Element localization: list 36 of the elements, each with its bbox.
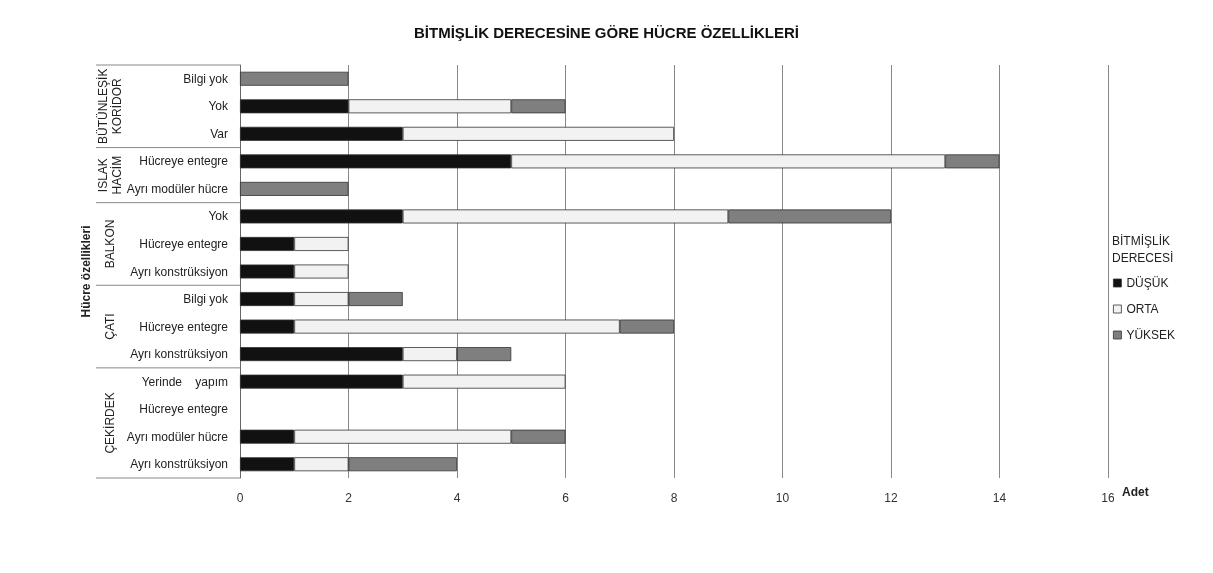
text: ISLAK HACİM: [96, 155, 124, 195]
y-tick-label: Yok: [208, 209, 229, 224]
y-tick-label: Ayrı konstrüksiyon: [130, 347, 228, 362]
text: ÇEKİRDEK: [103, 392, 117, 454]
y-tick-label: Yok: [208, 99, 229, 114]
x-tick-label: 6: [562, 491, 570, 505]
y-tick-label: Bilgi yok: [183, 71, 229, 86]
legend-label: DÜŞÜK: [1126, 276, 1169, 290]
legend-label: YÜKSEK: [1126, 328, 1176, 342]
x-tick-label: 14: [992, 491, 1007, 505]
text: BALKON: [103, 219, 117, 269]
y-axis-title: Hücre özellikleri: [79, 225, 93, 318]
text: BÜTÜNLEŞİK KORİDOR: [96, 68, 124, 144]
x-tick-label: 2: [345, 491, 353, 505]
y-tick-label: Hücreye entegre: [139, 236, 229, 251]
y-tick-label: Ayrı konstrüksiyon: [130, 457, 228, 472]
x-tick-label: 10: [775, 491, 790, 505]
y-tick-label: Yerinde yapım: [141, 374, 228, 389]
x-axis-title: Adet: [1122, 485, 1149, 499]
y-tick-label: Ayrı konstrüksiyon: [130, 264, 228, 279]
x-tick-label: 4: [453, 491, 461, 505]
x-tick-label: 8: [670, 491, 678, 505]
y-tick-label: Hücreye entegre: [139, 402, 229, 417]
legend-title: BİTMİŞLİK DERECESİ: [1112, 233, 1174, 265]
x-tick-label: 12: [884, 491, 898, 505]
legend-label: ORTA: [1126, 302, 1159, 316]
x-tick-label: 16: [1101, 491, 1115, 505]
y-tick-label: Var: [210, 126, 228, 141]
x-tick-label: 0: [236, 491, 244, 505]
y-tick-label: Bilgi yok: [183, 292, 229, 307]
y-tick-label: Hücreye entegre: [139, 154, 229, 169]
chart-title: BİTMİŞLİK DERECESİNE GÖRE HÜCRE ÖZELLİKLERİ: [413, 24, 800, 41]
y-tick-label: Hücreye entegre: [139, 319, 229, 334]
text: ÇATI: [103, 313, 117, 340]
y-tick-label: Ayrı modüler hücre: [126, 429, 229, 444]
y-tick-label: Ayrı modüler hücre: [126, 181, 229, 196]
